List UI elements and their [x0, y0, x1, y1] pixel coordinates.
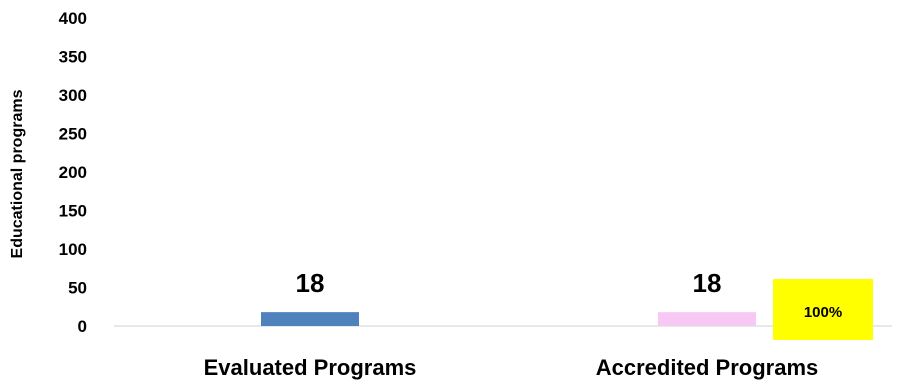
y-axis-title: Educational programs: [9, 89, 26, 258]
y-tick-label: 50: [68, 279, 87, 298]
y-tick-label: 150: [59, 202, 87, 221]
data-labels: 18 18: [296, 268, 722, 298]
category-label: Evaluated Programs: [204, 355, 417, 380]
data-label: 18: [296, 268, 325, 298]
y-tick-label: 350: [59, 48, 87, 67]
y-tick-label: 0: [78, 317, 87, 336]
annotation-box: [773, 279, 873, 340]
bar-evaluated: [261, 312, 359, 326]
y-tick-label: 200: [59, 163, 87, 182]
bar-accredited: [658, 312, 756, 326]
y-axis-title-group: Educational programs: [9, 89, 26, 258]
annotation-group: 100%: [773, 279, 873, 340]
y-tick-labels: 0 50 100 150 200 250 300 350 400: [59, 9, 87, 336]
category-labels: Evaluated Programs Accredited Programs: [204, 355, 819, 380]
bars: [261, 312, 756, 326]
annotation-text: 100%: [804, 304, 842, 321]
category-label: Accredited Programs: [596, 355, 819, 380]
y-tick-label: 100: [59, 240, 87, 259]
y-tick-label: 300: [59, 86, 87, 105]
y-tick-label: 250: [59, 125, 87, 144]
data-label: 18: [693, 268, 722, 298]
y-tick-label: 400: [59, 9, 87, 28]
